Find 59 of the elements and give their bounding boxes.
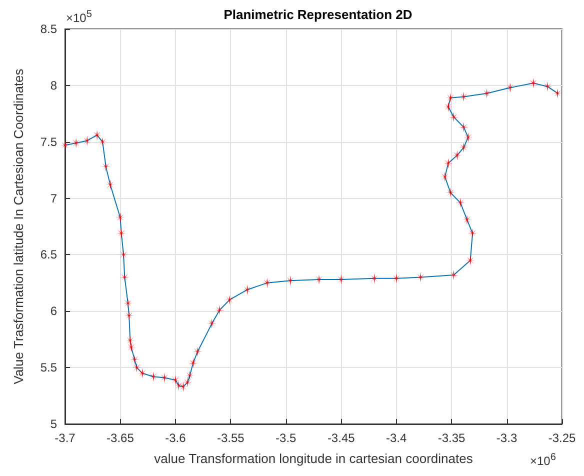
point — [463, 132, 474, 142]
x-tick-label: -3.7 — [54, 431, 76, 445]
point — [416, 272, 426, 282]
point — [132, 362, 142, 373]
point — [505, 82, 516, 93]
point — [448, 270, 459, 280]
point — [120, 272, 130, 282]
point — [528, 78, 538, 88]
y-tick-label: 8 — [50, 78, 58, 92]
point — [60, 140, 70, 150]
point — [443, 158, 454, 168]
point — [159, 372, 170, 383]
x-tick-label: -3.45 — [327, 431, 356, 445]
point — [465, 255, 476, 266]
point — [105, 180, 116, 190]
point — [100, 162, 111, 172]
point — [314, 274, 324, 285]
y-tick-label: 6 — [50, 304, 58, 318]
x-tick-label: -3.25 — [548, 431, 576, 445]
x-tick-label: -3.4 — [386, 431, 407, 445]
point — [445, 188, 456, 198]
point — [285, 276, 296, 286]
chart-title: Planimetric Representation 2D — [224, 7, 412, 22]
point — [448, 112, 459, 122]
y-tick-label: 7 — [50, 191, 58, 206]
point — [458, 92, 469, 102]
x-tick-label: -3.35 — [438, 431, 466, 445]
point — [206, 318, 217, 329]
point — [148, 372, 158, 382]
x-axis-title: value Transformation longitude in cartesian coordinates — [154, 451, 474, 466]
point — [542, 82, 553, 92]
y-axis-title: Value Trasformation latitude In Cartesioan Coordinates — [11, 68, 26, 384]
point — [130, 354, 140, 365]
point — [174, 380, 184, 391]
point — [462, 214, 472, 225]
point — [458, 142, 469, 152]
y-tick-label: 5.5 — [40, 360, 58, 375]
point — [82, 136, 92, 146]
x-tick-label: -3.5 — [276, 431, 297, 445]
point — [118, 250, 129, 260]
y-tick-label: 8.5 — [40, 22, 58, 36]
x-tick-label: -3.6 — [165, 431, 186, 445]
y-tick-label: 5 — [50, 417, 58, 431]
point — [92, 130, 102, 140]
point — [137, 368, 148, 378]
point — [122, 298, 133, 308]
text: ×10$^{5}$ — [66, 9, 92, 25]
y-tick-label: 7.5 — [40, 134, 58, 149]
point — [124, 310, 134, 321]
y-tick-label: 6.5 — [40, 248, 58, 262]
text: ×10$^{6}$ — [530, 452, 556, 468]
point — [182, 377, 193, 388]
x-tick-label: -3.3 — [496, 431, 518, 445]
x-tick-label: -3.65 — [106, 431, 134, 445]
point — [443, 102, 454, 112]
point — [242, 284, 252, 295]
x-tick-label: -3.55 — [216, 431, 245, 445]
point — [458, 122, 469, 132]
point — [188, 358, 198, 368]
